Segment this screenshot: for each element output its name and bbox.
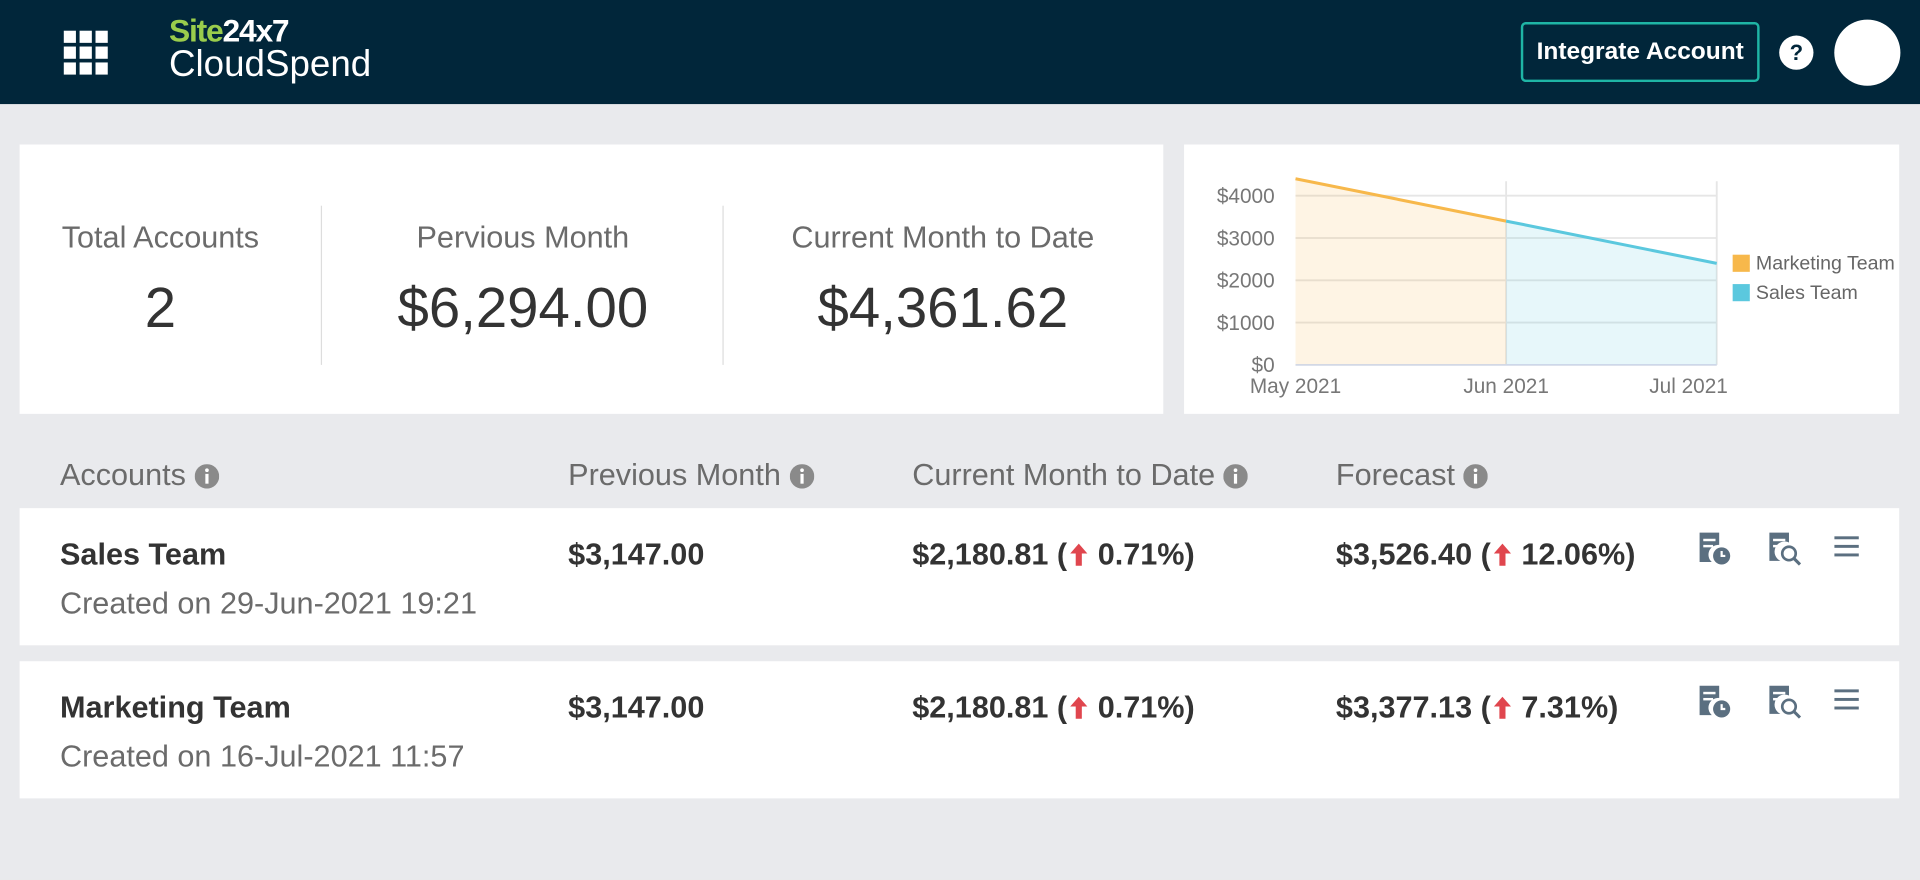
y-tick-label: $4000 xyxy=(1217,185,1275,208)
header: Site24x7 CloudSpend Integrate Account ? xyxy=(0,0,1920,105)
menu-icon[interactable] xyxy=(1834,688,1861,712)
summary-label: Total Accounts xyxy=(61,220,260,255)
forecast-value: $3,377.13 ( xyxy=(1335,690,1491,725)
current-month: $2,180.81 ( 0.71%) xyxy=(912,538,1194,574)
forecast-value: $3,526.40 ( xyxy=(1335,537,1491,572)
search-report-icon[interactable] xyxy=(1767,683,1804,720)
current-month: $2,180.81 ( 0.71%) xyxy=(912,691,1194,727)
apps-icon[interactable] xyxy=(63,30,109,75)
column-title: Previous Month xyxy=(568,457,781,493)
menu-icon[interactable] xyxy=(1834,535,1861,559)
up-arrow xyxy=(1069,543,1087,566)
forecast: $3,526.40 ( 12.06%) xyxy=(1336,538,1635,574)
current-value: $2,180.81 ( xyxy=(912,537,1068,572)
logo[interactable]: Site24x7 xyxy=(168,12,290,50)
account-row[interactable]: Sales Team Created on 29-Jun-2021 19:21 … xyxy=(19,508,1900,646)
x-tick-label: Jul 2021 xyxy=(1649,375,1728,398)
created-date: Created on 29-Jun-2021 19:21 xyxy=(60,586,477,621)
account-name: Sales Team xyxy=(60,537,227,572)
info-icon[interactable] xyxy=(1223,464,1249,489)
summary-value: 2 xyxy=(144,275,177,340)
x-tick-label: Jun 2021 xyxy=(1463,375,1549,398)
column-header: Previous Month xyxy=(568,458,814,494)
avatar[interactable] xyxy=(1834,19,1901,86)
summary-card: Total Accounts 2 Pervious Month $6,294.0… xyxy=(19,144,1164,414)
info-icon[interactable] xyxy=(1463,464,1489,489)
summary-label: Current Month to Date xyxy=(791,220,1095,255)
y-tick-label: $0 xyxy=(1252,354,1275,377)
integrate-button[interactable]: Integrate Account xyxy=(1520,22,1760,83)
up-arrow xyxy=(1493,543,1511,566)
logo-24x7: 24x7 xyxy=(222,12,289,49)
up-arrow xyxy=(1069,696,1087,719)
logo-site: Site xyxy=(168,12,224,49)
created-date: Created on 16-Jul-2021 11:57 xyxy=(60,739,465,774)
legend-label: Sales Team xyxy=(1756,282,1858,304)
forecast: $3,377.13 ( 7.31%) xyxy=(1336,691,1618,727)
help-icon[interactable]: ? xyxy=(1779,35,1814,70)
product-name: CloudSpend xyxy=(168,44,372,85)
account-row[interactable]: Marketing Team Created on 16-Jul-2021 11… xyxy=(19,661,1900,799)
forecast-change: 12.06%) xyxy=(1521,537,1636,572)
chart-card: $0 $1000 $2000 $3000 $4000 May 2021 Jun 2021 Ju… xyxy=(1184,144,1900,414)
legend-swatch xyxy=(1732,284,1750,302)
summary-value: $4,361.62 xyxy=(817,275,1069,340)
history-icon[interactable] xyxy=(1697,683,1734,720)
history-icon[interactable] xyxy=(1697,530,1734,567)
divider xyxy=(320,205,323,365)
y-tick-label: $1000 xyxy=(1217,312,1275,335)
info-icon[interactable] xyxy=(194,464,219,489)
info-icon[interactable] xyxy=(789,464,814,489)
summary-label: Pervious Month xyxy=(416,220,630,255)
forecast-change: 7.31%) xyxy=(1521,690,1619,725)
divider xyxy=(722,205,724,365)
current-change: 0.71%) xyxy=(1097,537,1195,572)
column-title: Forecast xyxy=(1335,457,1456,493)
x-tick-label: May 2021 xyxy=(1250,375,1341,398)
up-arrow xyxy=(1493,696,1511,719)
previous-month: $3,147.00 xyxy=(568,690,705,725)
y-tick-label: $2000 xyxy=(1217,270,1275,293)
current-change: 0.71%) xyxy=(1097,690,1195,725)
column-header: Current Month to Date xyxy=(912,457,1249,494)
column-title: Accounts xyxy=(60,457,186,493)
column-header: Accounts xyxy=(60,458,219,494)
search-report-icon[interactable] xyxy=(1767,530,1804,567)
column-header: Forecast xyxy=(1335,457,1489,494)
area xyxy=(1506,221,1717,365)
legend-label: Marketing Team xyxy=(1756,252,1895,274)
column-title: Current Month to Date xyxy=(912,457,1216,493)
series-line xyxy=(1295,177,1507,223)
current-value: $2,180.81 ( xyxy=(912,690,1068,725)
y-tick-label: $3000 xyxy=(1217,227,1275,250)
summary-value: $6,294.00 xyxy=(397,275,649,340)
chart: $0 $1000 $2000 $3000 $4000 May 2021 Jun 2021 Ju… xyxy=(1217,177,1895,398)
area xyxy=(1295,178,1507,365)
legend-swatch xyxy=(1732,254,1750,272)
previous-month: $3,147.00 xyxy=(568,537,705,572)
account-name: Marketing Team xyxy=(60,690,291,725)
series-line xyxy=(1505,219,1718,265)
